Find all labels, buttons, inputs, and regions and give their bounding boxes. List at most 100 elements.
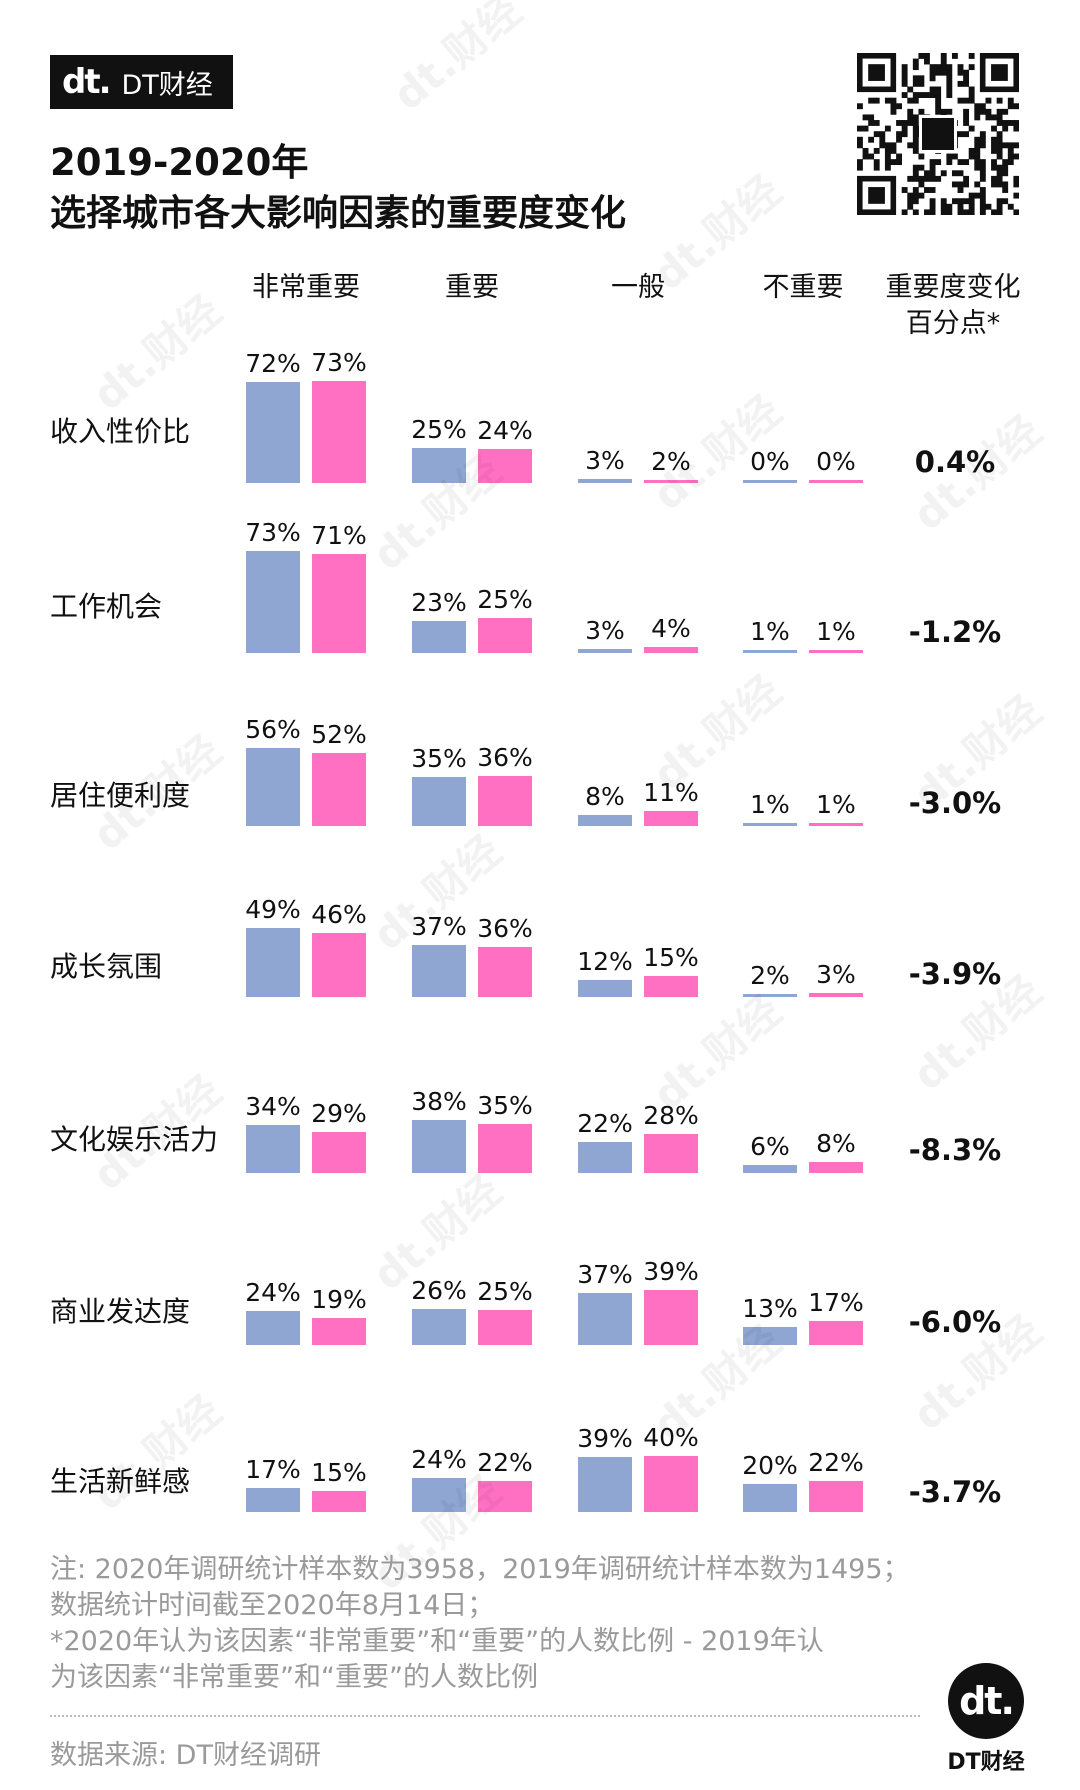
- qr-module: [862, 147, 869, 154]
- qr-module: [868, 97, 875, 104]
- qr-module: [940, 58, 947, 65]
- bar-2019: [578, 814, 632, 826]
- qr-module: [957, 209, 964, 215]
- brand-name: DT财经: [121, 69, 213, 101]
- qr-module: [968, 86, 975, 93]
- qr-module: [929, 69, 936, 76]
- qr-module: [963, 75, 970, 82]
- factor-label: 成长氛围: [50, 950, 163, 983]
- bar-2020: [644, 480, 698, 483]
- bar-2019: [246, 382, 300, 483]
- qr-module: [963, 198, 970, 205]
- qr-module: [968, 209, 975, 215]
- factor-label: 文化娱乐活力: [50, 1123, 219, 1156]
- qr-module: [946, 80, 953, 87]
- qr-module: [935, 103, 942, 110]
- change-value: -3.7%: [908, 1475, 1002, 1509]
- qr-module: [935, 86, 942, 93]
- qr-module: [979, 187, 986, 193]
- qr-module: [857, 136, 863, 143]
- bar-2019: [578, 1457, 632, 1512]
- qr-module: [912, 97, 919, 104]
- bar-2019: [578, 648, 632, 653]
- qr-module: [963, 120, 970, 126]
- qr-module: [951, 53, 958, 59]
- qr-module: [940, 209, 947, 215]
- qr-module: [924, 175, 930, 182]
- qr-module: [868, 114, 875, 121]
- qr-module: [1007, 97, 1014, 104]
- qr-module: [991, 164, 997, 171]
- qr-module: [929, 164, 936, 171]
- qr-module: [868, 153, 875, 160]
- bar-value-label: 36%: [477, 742, 533, 772]
- change-value: 0.4%: [914, 445, 996, 479]
- qr-module: [935, 175, 942, 182]
- bar-value-label: 37%: [577, 1260, 633, 1290]
- bar-2019: [578, 478, 632, 483]
- qr-module: [857, 125, 863, 132]
- bar-value-label: 8%: [585, 781, 625, 811]
- qr-module: [935, 108, 942, 115]
- watermark: dt.财经: [383, 0, 531, 120]
- qr-module: [963, 97, 970, 104]
- qr-module: [912, 147, 919, 154]
- qr-module: [957, 187, 964, 193]
- qr-module: [1013, 209, 1019, 215]
- bar-value-label: 29%: [311, 1099, 367, 1129]
- qr-module: [979, 170, 986, 177]
- qr-module: [974, 136, 981, 143]
- qr-module: [968, 97, 975, 104]
- bar-value-label: 72%: [245, 349, 301, 379]
- qr-module: [996, 120, 1003, 126]
- bar-2019: [743, 1164, 797, 1173]
- qr-finder-core: [991, 64, 1008, 81]
- qr-module: [946, 75, 953, 82]
- bar-2019: [246, 550, 300, 653]
- qr-module: [873, 147, 880, 154]
- qr-module: [896, 159, 902, 166]
- qr-module: [924, 53, 930, 59]
- bar-2019: [246, 747, 300, 826]
- qr-module: [974, 142, 981, 149]
- qr-module: [912, 192, 919, 199]
- qr-module: [912, 80, 919, 87]
- qr-module: [935, 159, 942, 166]
- bar-value-label: 24%: [245, 1278, 301, 1308]
- bar-2020: [478, 1124, 532, 1173]
- qr-module: [912, 131, 919, 138]
- qr-module: [862, 153, 869, 160]
- qr-module: [940, 203, 947, 210]
- bar-value-label: 25%: [477, 1277, 533, 1306]
- qr-module: [890, 108, 897, 115]
- qr-module: [996, 198, 1003, 205]
- qr-module: [1002, 142, 1009, 149]
- qr-module: [996, 147, 1003, 154]
- qr-module: [901, 187, 908, 193]
- qr-module: [963, 114, 970, 121]
- qr-module: [907, 142, 914, 149]
- bar-value-label: 17%: [245, 1455, 301, 1485]
- qr-module: [890, 97, 897, 104]
- qr-module: [935, 97, 942, 104]
- qr-module: [896, 136, 902, 143]
- qr-module: [979, 136, 986, 143]
- qr-module: [935, 69, 942, 76]
- bar-value-label: 22%: [477, 1448, 533, 1478]
- qr-module: [912, 125, 919, 132]
- bar-2019: [743, 1326, 797, 1345]
- qr-module: [974, 164, 981, 171]
- factor-label: 居住便利度: [50, 779, 191, 812]
- qr-module: [951, 153, 958, 160]
- bar-2019: [246, 1311, 300, 1345]
- bar-value-label: 46%: [311, 899, 367, 929]
- qr-module: [996, 114, 1003, 121]
- qr-module: [957, 170, 964, 177]
- bar-value-label: 25%: [477, 585, 533, 614]
- bar-value-label: 73%: [245, 517, 301, 547]
- qr-module: [1013, 175, 1019, 182]
- change-header: 重要度变化: [885, 272, 1021, 303]
- note-line-2: 数据统计时间截至2020年8月14日；: [50, 1590, 495, 1621]
- qr-module: [979, 159, 986, 166]
- factor-label: 工作机会: [50, 590, 163, 623]
